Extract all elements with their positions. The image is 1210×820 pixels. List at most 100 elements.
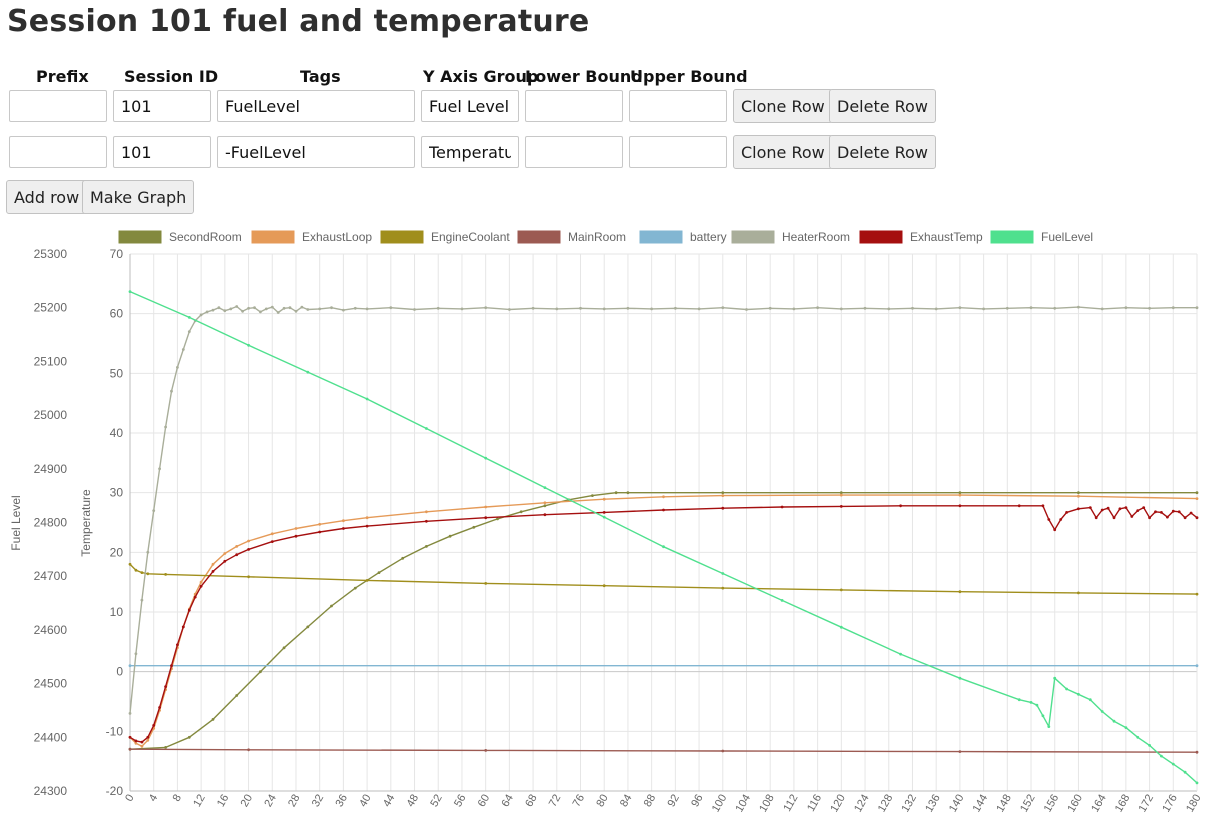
series-exhausttemp-line (129, 505, 1198, 743)
series-heaterroom-point (650, 307, 653, 311)
legend-item-exhausttemp[interactable]: ExhaustTemp (859, 230, 983, 244)
delete-row-button[interactable]: Delete Row (829, 89, 936, 123)
series-heaterroom-point (152, 509, 156, 512)
series-fuellevel-point (1171, 762, 1175, 766)
tags-input[interactable] (217, 136, 415, 168)
legend-label: FuelLevel (1041, 230, 1093, 244)
legend-item-enginecoolant[interactable]: EngineCoolant (380, 230, 510, 244)
series-exhaustloop-point (342, 519, 345, 523)
legend-item-fuellevel[interactable]: FuelLevel (990, 230, 1093, 244)
session-id-input[interactable] (113, 90, 211, 122)
series-fuellevel-point (1029, 701, 1033, 704)
legend-swatch (517, 230, 561, 244)
series-heaterroom-point (1053, 306, 1057, 310)
series-heaterroom-point (140, 598, 144, 602)
upper-bound-input[interactable] (629, 90, 727, 122)
series-enginecoolant-point (1195, 592, 1199, 596)
temp-tick-label: 70 (110, 247, 124, 261)
legend-swatch (380, 230, 424, 244)
series-fuellevel-point (1183, 770, 1187, 774)
legend-swatch (251, 230, 295, 244)
series-fuellevel-point (1124, 726, 1128, 729)
legend-item-exhaustloop[interactable]: ExhaustLoop (251, 230, 372, 244)
series-exhausttemp-point (134, 739, 138, 743)
legend-label: HeaterRoom (782, 230, 850, 244)
y-axis-group-input[interactable] (421, 90, 519, 122)
x-tick-label: 128 (876, 793, 896, 815)
series-fuellevel-point (1148, 744, 1151, 747)
series-secondroom-point (330, 604, 333, 608)
x-tick-label: 80 (594, 793, 611, 810)
series-fuellevel-point (1041, 714, 1045, 718)
series-exhausttemp-point (294, 534, 298, 538)
series-exhausttemp-point (128, 735, 132, 739)
series-fuellevel-point (1077, 692, 1080, 696)
series-heaterroom-point (146, 550, 150, 554)
series-heaterroom-point (531, 306, 535, 310)
series-exhausttemp-point (1183, 516, 1187, 520)
prefix-input[interactable] (9, 90, 107, 122)
series-exhaustloop-point (543, 501, 547, 505)
series-heaterroom-point (217, 306, 221, 310)
series-heaterroom-point (1148, 306, 1151, 310)
upper-bound-input[interactable] (629, 136, 727, 168)
header-y-axis-group: Y Axis Group (423, 67, 539, 86)
y-axis-group-input[interactable] (421, 136, 519, 168)
temp-tick-label: 50 (110, 366, 124, 380)
series-exhaustloop-line (129, 494, 1198, 747)
legend-item-heaterroom[interactable]: HeaterRoom (731, 230, 850, 244)
legend-item-secondroom[interactable]: SecondRoom (118, 230, 242, 244)
series-fuellevel-point (543, 486, 547, 489)
legend-item-battery[interactable]: battery (639, 230, 727, 244)
series-exhausttemp-point (1065, 511, 1068, 514)
series-mainroom-point (1195, 750, 1199, 754)
legend-label: ExhaustLoop (302, 230, 372, 244)
lower-bound-input[interactable] (525, 90, 623, 122)
series-exhausttemp-point (247, 548, 251, 551)
x-tick-label: 112 (781, 793, 800, 814)
series-exhausttemp-point (1100, 508, 1104, 512)
x-tick-label: 4 (147, 793, 160, 804)
temp-tick-label: 10 (110, 605, 124, 619)
make-graph-button[interactable]: Make Graph (82, 180, 195, 214)
legend[interactable]: SecondRoom ExhaustLoop EngineCoolant MainRo… (118, 230, 1093, 244)
session-id-input[interactable] (113, 136, 211, 168)
x-tick-label: 12 (191, 793, 208, 810)
series-exhausttemp-point (1148, 516, 1151, 520)
series-fuellevel-point (1088, 698, 1092, 702)
series-heaterroom-point (911, 306, 914, 310)
series-exhausttemp-point (235, 553, 239, 557)
delete-row-button[interactable]: Delete Row (829, 135, 936, 169)
series-heaterroom-point (318, 307, 322, 311)
legend-item-mainroom[interactable]: MainRoom (517, 230, 626, 244)
legend-label: battery (690, 230, 727, 244)
clone-row-button[interactable]: Clone Row (733, 89, 833, 123)
series-fuellevel-point (1053, 676, 1057, 680)
series-fuellevel-point (365, 397, 369, 401)
series-heaterroom-point (235, 305, 239, 308)
series-exhaustloop-point (146, 738, 150, 742)
series-heaterroom-point (1005, 306, 1009, 310)
tags-input[interactable] (217, 90, 415, 122)
prefix-input[interactable] (9, 136, 107, 168)
series-exhaustloop-point (1195, 497, 1199, 500)
series (128, 290, 1199, 785)
series-heaterroom-point (460, 307, 464, 311)
series-enginecoolant-point (958, 590, 962, 594)
series-exhaustloop-point (270, 532, 274, 536)
x-tick-label: 44 (381, 793, 398, 810)
lower-bound-input[interactable] (525, 136, 623, 168)
legend-label: ExhaustTemp (910, 230, 983, 244)
series-exhaustloop-point (199, 580, 203, 584)
series-exhausttemp-point (365, 524, 369, 528)
series-heaterroom-point (816, 306, 819, 310)
series-enginecoolant-point (1077, 591, 1080, 595)
series-fuellevel-point (780, 599, 784, 602)
series-exhausttemp-point (140, 740, 144, 744)
clone-row-button[interactable]: Clone Row (733, 135, 833, 169)
series-mainroom-line (129, 748, 1198, 753)
series-exhaustloop-point (140, 744, 144, 748)
add-row-button[interactable]: Add row (6, 180, 88, 214)
series-exhaustloop-point (602, 497, 606, 501)
series-heaterroom-point (1029, 306, 1033, 310)
